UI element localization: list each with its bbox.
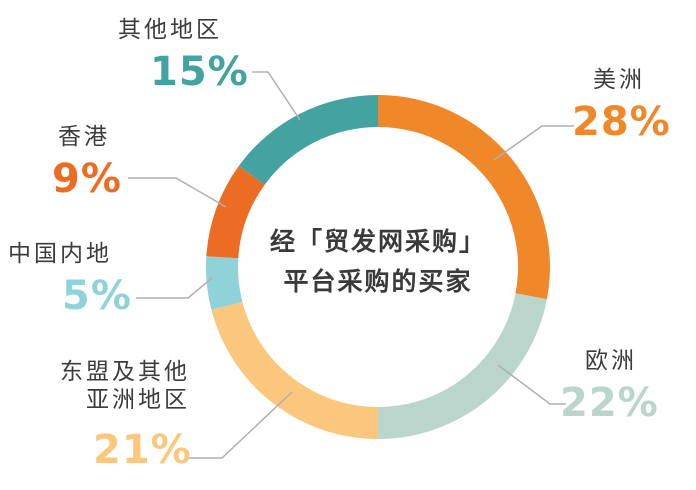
slice-asean xyxy=(211,301,378,439)
label-asean-name-line-1: 东盟及其他 xyxy=(60,359,190,385)
label-hongkong: 香港 xyxy=(58,123,110,151)
label-asean-name-line-2: 亚洲地区 xyxy=(86,387,190,413)
slice-europe xyxy=(378,293,547,439)
label-americas-value: 28% xyxy=(572,99,671,145)
slice-hongkong xyxy=(206,165,265,259)
label-asean-value: 21% xyxy=(93,427,192,473)
leader-line-europe xyxy=(497,364,566,405)
label-europe-name: 欧洲 xyxy=(585,348,637,374)
center-title-line-2: 平台采购的买家 xyxy=(283,267,473,296)
label-other-name: 其他地区 xyxy=(118,17,222,43)
label-europe-value: 22% xyxy=(560,380,659,426)
label-asean: 东盟及其他 亚洲地区 xyxy=(50,358,190,414)
leader-line-mainland xyxy=(136,277,213,299)
label-other-value: 15% xyxy=(150,49,249,95)
leader-line-other xyxy=(252,71,301,121)
label-americas: 美洲 xyxy=(574,66,664,94)
label-hongkong-value: 9% xyxy=(52,156,122,202)
label-other: 其他地区 xyxy=(118,16,222,44)
slice-other xyxy=(238,95,378,185)
leader-line-americas xyxy=(493,125,574,161)
label-mainland-value: 5% xyxy=(62,273,132,319)
leader-line-hongkong xyxy=(128,177,227,208)
label-europe: 欧洲 xyxy=(566,347,656,375)
chart-center-title: 经「贸发网采购」 平台采购的买家 xyxy=(228,222,528,302)
leader-line-asean xyxy=(185,391,293,459)
center-title-line-1: 经「贸发网采购」 xyxy=(269,227,486,256)
label-mainland: 中国内地 xyxy=(8,240,112,268)
slice-mainland xyxy=(206,256,243,310)
slice-americas xyxy=(378,95,551,300)
label-mainland-name: 中国内地 xyxy=(8,241,112,267)
label-americas-name: 美洲 xyxy=(593,67,645,93)
label-hongkong-name: 香港 xyxy=(58,124,110,150)
